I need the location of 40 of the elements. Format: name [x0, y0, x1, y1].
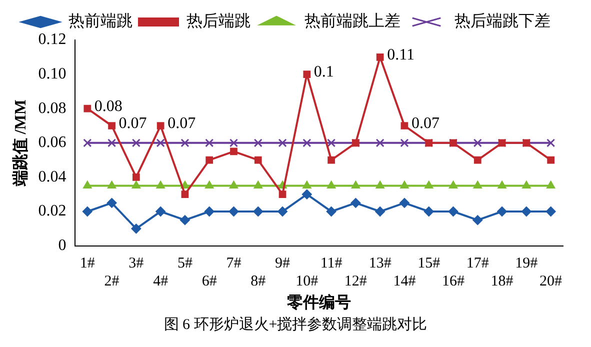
x-tick-label: 1# — [80, 256, 96, 272]
x-tick-label: 15# — [418, 256, 441, 272]
x-tick-label: 9# — [275, 256, 291, 272]
data-label: 0.07 — [411, 114, 440, 132]
legend-label: 热后端跳 — [186, 12, 250, 30]
x-tick-label: 2# — [104, 274, 120, 290]
y-tick-label: 0.10 — [38, 66, 66, 83]
y-tick-label: 0.04 — [38, 168, 66, 186]
y-axis-title: 端跳值 /MM — [12, 100, 30, 188]
x-tick-label: 14# — [393, 274, 416, 290]
x-tick-label: 12# — [344, 274, 368, 290]
x-tick-label: 10# — [296, 274, 319, 290]
y-tick-label: 0 — [58, 237, 66, 254]
y-tick-label: 0.08 — [38, 100, 66, 117]
x-tick-label: 7# — [226, 256, 242, 272]
x-tick-label: 13# — [368, 256, 392, 272]
x-tick-label: 3# — [128, 256, 144, 272]
x-axis-title: 零件编号 — [286, 294, 352, 312]
data-label: 0.08 — [94, 98, 122, 115]
y-tick-label: 0.02 — [38, 202, 66, 220]
x-tick-label: 6# — [202, 274, 218, 290]
caption: 图 6 环形炉退火+搅拌参数调整端跳对比 — [162, 316, 428, 334]
legend-label: 热前端跳 — [68, 12, 132, 30]
x-tick-label: 5# — [177, 256, 193, 272]
x-tick-label: 11# — [320, 256, 343, 272]
x-tick-label: 8# — [250, 274, 266, 290]
legend-label: 热前端跳上差 — [304, 12, 400, 30]
data-label: 0.11 — [387, 46, 414, 64]
y-tick-label: 0.06 — [38, 134, 66, 152]
x-tick-label: 19# — [515, 256, 538, 272]
x-tick-label: 16# — [442, 274, 465, 290]
data-label: 0.07 — [168, 114, 196, 132]
x-tick-label: 17# — [466, 256, 490, 272]
legend-label: 热后端跳下差 — [454, 12, 550, 30]
y-tick-label: 0.12 — [38, 31, 66, 48]
x-tick-label: 4# — [153, 274, 169, 290]
x-tick-label: 18# — [490, 274, 514, 290]
data-label: 0.1 — [314, 64, 334, 81]
data-label: 0.07 — [118, 114, 147, 132]
x-tick-label: 20# — [540, 274, 563, 290]
